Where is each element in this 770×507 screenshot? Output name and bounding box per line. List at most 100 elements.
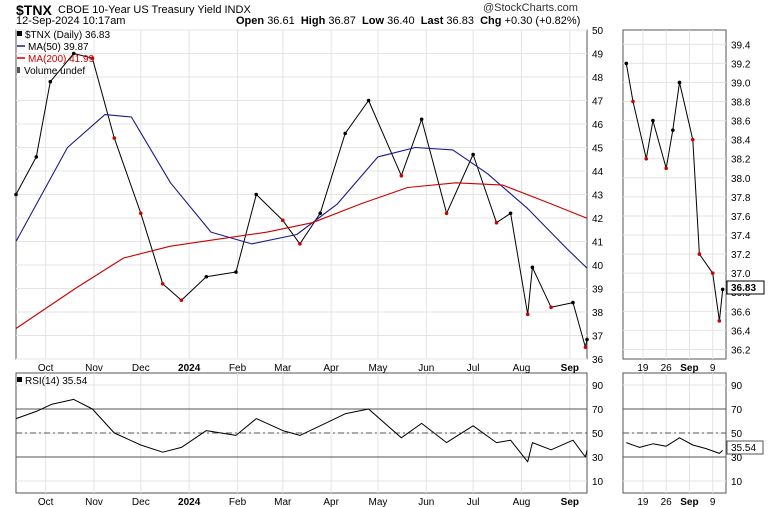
detail-rsi-x-tick-label: Sep <box>680 497 698 507</box>
last-badge-text: 36.83 <box>731 283 756 294</box>
low-label: Low <box>362 15 385 27</box>
detail-x-tick-label: 26 <box>661 363 673 374</box>
rsi-x-tick-label: Aug <box>513 497 531 507</box>
main-x-tick-label: 2024 <box>178 363 201 374</box>
detail-price-point <box>631 99 635 104</box>
main-series--tnx-daily <box>15 53 588 348</box>
chg-label: Chg <box>480 15 502 27</box>
detail-x-tick-label: 19 <box>637 363 649 374</box>
rsi-y-tick-label: 30 <box>592 453 604 464</box>
detail-y-tick-label: 38.8 <box>731 98 751 109</box>
legend-price: $TNX (Daily) 36.83 <box>25 30 110 41</box>
main-x-tick-label: Oct <box>38 363 54 374</box>
rsi-x-tick-label: Sep <box>561 497 579 507</box>
detail-y-tick-label: 36.4 <box>731 326 751 337</box>
main-x-tick-label: Dec <box>132 363 150 374</box>
main-x-tick-label: Jun <box>418 363 434 374</box>
detail-rsi-x-tick-label: 26 <box>661 497 673 507</box>
rsi-y-tick-label: 90 <box>592 381 604 392</box>
rsi-badge-text: 35.54 <box>731 443 756 454</box>
rsi-x-tick-label: Feb <box>229 497 247 507</box>
detail-price-point <box>664 166 668 171</box>
detail-price-point <box>720 287 725 292</box>
ohlc-readout: Open 36.61 High 36.87 Low 36.40 Last 36.… <box>236 15 580 27</box>
main-price-point <box>399 173 404 178</box>
detail-y-tick-label: 38.0 <box>731 174 751 185</box>
main-price-point <box>234 270 238 274</box>
chg-value: +0.30 (+0.82%) <box>504 15 581 27</box>
high-value: 36.87 <box>328 15 356 27</box>
detail-price-point <box>671 128 675 132</box>
last-value: 36.83 <box>446 15 474 27</box>
detail-y-tick-label: 37.4 <box>731 231 751 242</box>
detail-y-tick-label: 36.6 <box>731 307 751 318</box>
main-price-point <box>585 337 589 342</box>
main-x-tick-label: Aug <box>513 363 531 374</box>
rsi-y-tick-label: 10 <box>592 477 604 488</box>
main-price-point <box>254 192 259 197</box>
main-price-point <box>280 218 285 223</box>
detail-rsi-y-tick-label: 10 <box>731 477 743 488</box>
main-price-point <box>471 152 475 157</box>
rsi-x-tick-label: 2024 <box>178 497 201 507</box>
detail-price-point <box>710 271 715 275</box>
main-y-tick-label: 37 <box>592 332 604 343</box>
main-x-tick-label: Nov <box>85 363 103 374</box>
main-price-point <box>90 56 95 60</box>
rsi-value-badge: 35.54 <box>726 440 764 455</box>
main-price-point <box>71 51 76 56</box>
high-label: High <box>300 15 326 27</box>
detail-y-tick-label: 39.2 <box>731 59 751 70</box>
main-series-ma-50 <box>15 114 588 269</box>
detail-y-tick-label: 38.2 <box>731 155 751 166</box>
main-price-point <box>112 136 117 140</box>
rsi-x-tick-label: May <box>368 497 387 507</box>
main-x-tick-label: Mar <box>274 363 292 374</box>
rsi-x-tick-label: Jul <box>467 497 480 507</box>
main-price-point <box>160 282 165 286</box>
main-price-point <box>530 265 535 270</box>
main-y-tick-label: 46 <box>592 120 604 131</box>
detail-rsi-y-tick-label: 30 <box>731 453 743 464</box>
main-y-tick-label: 44 <box>592 167 604 178</box>
rsi-x-tick-label: Mar <box>274 497 292 507</box>
legend-ma200: MA(200) 41.99 <box>28 54 95 65</box>
main-y-tick-label: 50 <box>592 26 604 37</box>
detail-y-tick-label: 37.0 <box>731 269 751 280</box>
ticker-symbol: $TNX <box>16 2 52 18</box>
main-price-point <box>549 305 553 310</box>
main-price-point <box>525 312 530 317</box>
main-price-point <box>343 131 347 136</box>
detail-y-tick-label: 39.0 <box>731 78 751 89</box>
rsi-x-tick-label: Jun <box>418 497 434 507</box>
main-price-point <box>571 300 575 305</box>
rsi-y-tick-label: 50 <box>592 429 604 440</box>
main-y-tick-label: 41 <box>592 238 604 249</box>
detail-y-tick-label: 36.2 <box>731 345 751 356</box>
main-x-tick-label: Apr <box>323 363 339 374</box>
main-y-tick-label: 42 <box>592 214 604 225</box>
main-x-tick-label: Jul <box>467 363 480 374</box>
detail-price-point <box>717 319 722 323</box>
open-value: 36.61 <box>267 15 295 27</box>
main-price-point <box>508 211 513 216</box>
detail-x-tick-label: 9 <box>710 363 716 374</box>
main-price-point <box>494 220 499 225</box>
detail-rsi-x-tick-label: 9 <box>710 497 716 507</box>
low-value: 36.40 <box>387 15 415 27</box>
main-price-point <box>366 98 371 103</box>
rsi-x-tick-label: Apr <box>323 497 339 507</box>
last-value-badge: 36.83 <box>726 280 765 295</box>
main-y-tick-label: 47 <box>592 97 604 108</box>
rsi-series-rsi-14 <box>15 398 588 463</box>
detail-price-point <box>677 80 682 85</box>
chart-subtitle: CBOE 10-Year US Treasury Yield INDX <box>58 4 251 16</box>
main-y-tick-label: 43 <box>592 191 604 202</box>
main-y-tick-label: 48 <box>592 73 604 84</box>
rsi-x-tick-label: Nov <box>85 497 103 507</box>
main-price-point <box>583 345 588 350</box>
main-y-tick-label: 49 <box>592 50 604 61</box>
main-price-point <box>318 211 323 216</box>
main-y-tick-label: 38 <box>592 308 604 319</box>
detail-series--tnx-daily <box>625 63 724 322</box>
